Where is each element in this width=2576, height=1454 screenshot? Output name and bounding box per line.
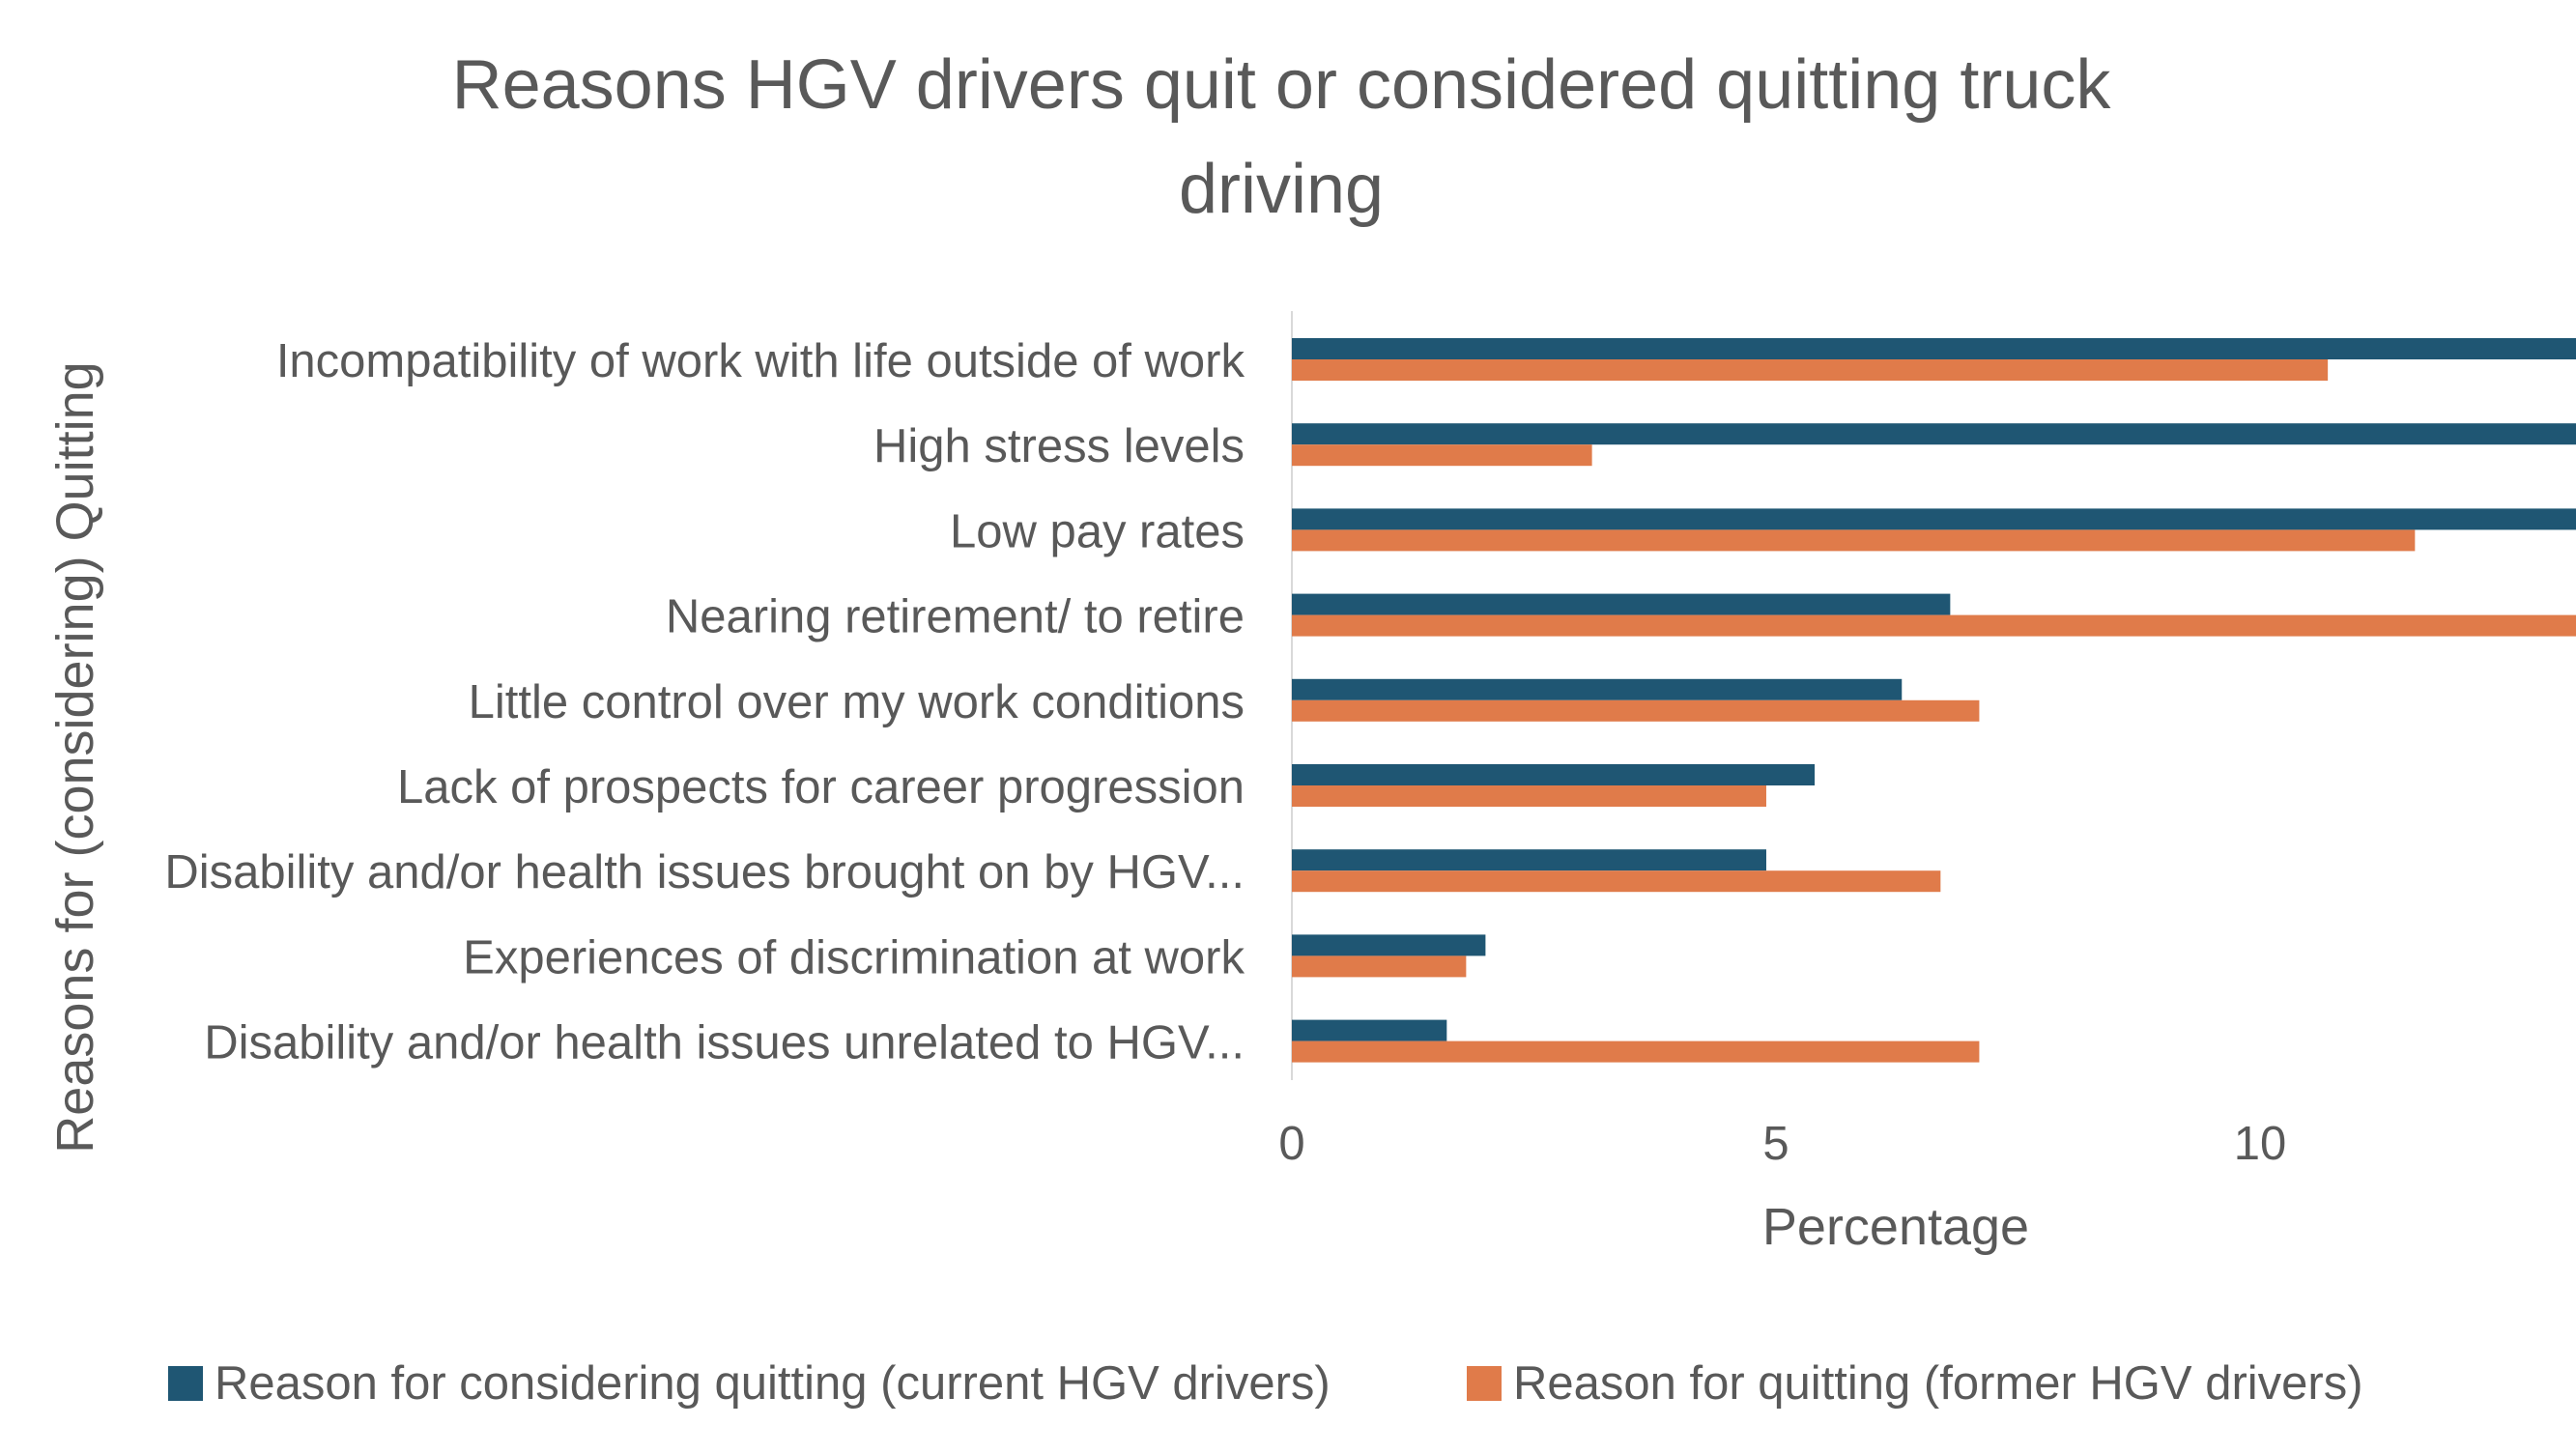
- bar-current: [1292, 764, 1816, 785]
- bar-current: [1292, 934, 1486, 956]
- bar-former: [1292, 444, 1592, 467]
- bar-current: [1292, 508, 2576, 530]
- bar-former: [1292, 870, 1941, 893]
- category-label: Disability and/or health issues brought …: [164, 846, 1245, 898]
- legend: Reason for considering quitting (current…: [168, 1357, 2363, 1410]
- category-label: Little control over my work conditions: [469, 676, 1245, 728]
- bar-current: [1292, 338, 2576, 359]
- bar-former: [1292, 359, 2329, 381]
- legend-item-current: Reason for considering quitting (current…: [168, 1357, 1331, 1410]
- plot-area: Incompatibility of work with life outsid…: [164, 311, 2576, 1170]
- legend-item-former: Reason for quitting (former HGV drivers): [1467, 1357, 2363, 1410]
- bar-former: [1292, 699, 1980, 722]
- x-axis-title: Percentage: [1762, 1198, 2029, 1256]
- x-tick-label: 0: [1278, 1118, 1304, 1170]
- legend-label-current: Reason for considering quitting (current…: [215, 1357, 1331, 1410]
- category-label: Incompatibility of work with life outsid…: [276, 335, 1245, 387]
- bar-former: [1292, 1041, 1980, 1063]
- bar-former: [1292, 955, 1467, 978]
- bar-former: [1292, 614, 2576, 637]
- legend-label-former: Reason for quitting (former HGV drivers): [1513, 1357, 2363, 1410]
- bar-current: [1292, 593, 1951, 615]
- chart-title: Reasons HGV drivers quit or considered q…: [452, 46, 2112, 228]
- category-label: High stress levels: [873, 420, 1245, 472]
- bar-current: [1292, 1019, 1447, 1041]
- x-tick-label: 10: [2234, 1118, 2287, 1170]
- bar-current: [1292, 678, 1903, 700]
- bar-current: [1292, 849, 1766, 871]
- legend-swatch-former: [1467, 1366, 1502, 1401]
- category-label: Disability and/or health issues unrelate…: [204, 1017, 1245, 1069]
- chart-title-line-1: Reasons HGV drivers quit or considered q…: [452, 46, 2112, 124]
- chart-title-line-2: driving: [1179, 151, 1384, 228]
- bar-current: [1292, 423, 2576, 445]
- legend-swatch-current: [168, 1366, 203, 1401]
- y-axis-title: Reasons for (considering) Quitting: [46, 361, 104, 1153]
- category-label: Nearing retirement/ to retire: [666, 591, 1245, 643]
- category-label: Low pay rates: [950, 505, 1245, 557]
- bar-former: [1292, 785, 1766, 807]
- x-tick-label: 5: [1762, 1118, 1789, 1170]
- category-label: Lack of prospects for career progression: [397, 761, 1245, 813]
- category-label: Experiences of discrimination at work: [463, 931, 1245, 984]
- bar-former: [1292, 529, 2416, 552]
